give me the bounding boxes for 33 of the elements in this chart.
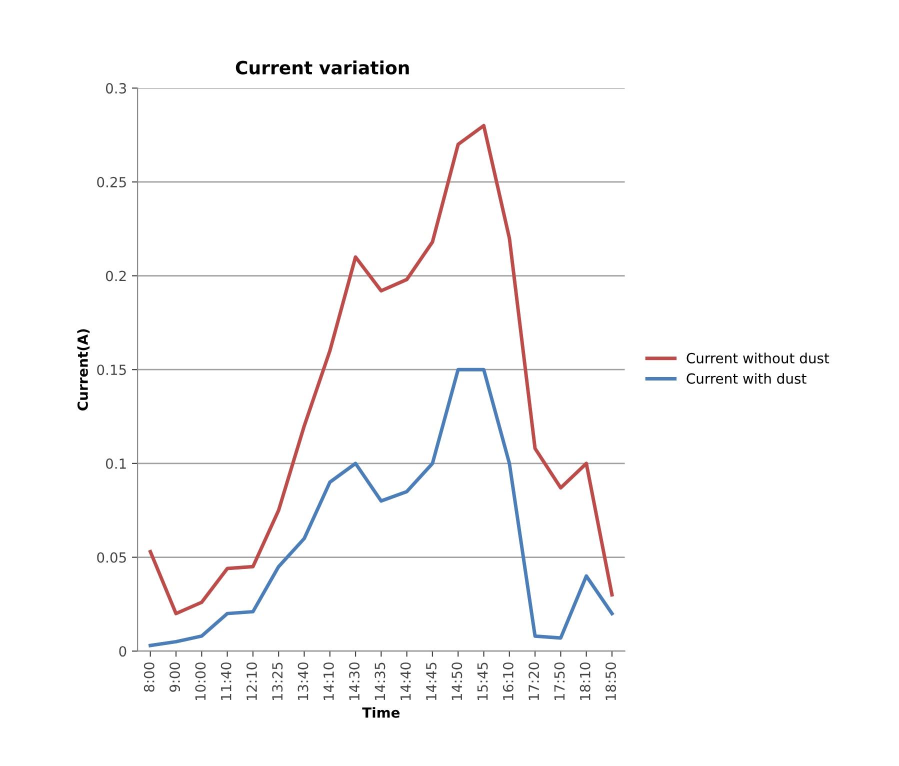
y-tick-label: 0.3 xyxy=(106,83,126,94)
y-axis-title: Current(A) xyxy=(77,329,90,410)
x-tick-label: 14:50 xyxy=(452,662,462,700)
x-tick-label: 14:35 xyxy=(374,662,386,700)
x-tick-label: 14:45 xyxy=(426,662,436,700)
x-tick-label: 15:45 xyxy=(477,662,488,700)
x-tick-label: 16:10 xyxy=(502,662,514,700)
y-tick-label: 0 xyxy=(119,646,126,657)
x-tick-label: 17:20 xyxy=(528,662,540,700)
y-tick-label: 0.1 xyxy=(106,458,126,469)
legend-label: Current with dust xyxy=(686,373,806,384)
x-tick-label: 9:00 xyxy=(170,662,180,692)
line-series xyxy=(148,124,614,616)
x-tick-label: 13:40 xyxy=(298,662,308,700)
y-tick-label: 0.15 xyxy=(97,364,126,376)
x-tick-label: 14:10 xyxy=(323,662,334,700)
x-tick-label: 14:30 xyxy=(349,662,360,700)
line-series xyxy=(148,368,614,648)
x-tick-label: 14:40 xyxy=(400,662,411,700)
x-tick-label: 17:50 xyxy=(554,662,565,700)
x-tick-label: 12:10 xyxy=(246,662,257,700)
chart-title: Current variation xyxy=(236,60,409,74)
legend-label: Current without dust xyxy=(686,352,830,364)
y-tick-label: 0.2 xyxy=(106,270,126,282)
x-tick-label: 10:00 xyxy=(195,662,206,700)
x-axis-title: Time xyxy=(362,707,400,718)
x-tick-label: 8:00 xyxy=(144,662,154,692)
x-tick-label: 13:25 xyxy=(272,662,283,700)
x-tick-label: 11:40 xyxy=(220,662,232,700)
y-tick-label: 0.25 xyxy=(97,176,126,188)
y-tick-label: 0.05 xyxy=(97,552,126,563)
x-tick-label: 18:10 xyxy=(580,662,590,700)
x-tick-label: 18:50 xyxy=(606,662,616,700)
